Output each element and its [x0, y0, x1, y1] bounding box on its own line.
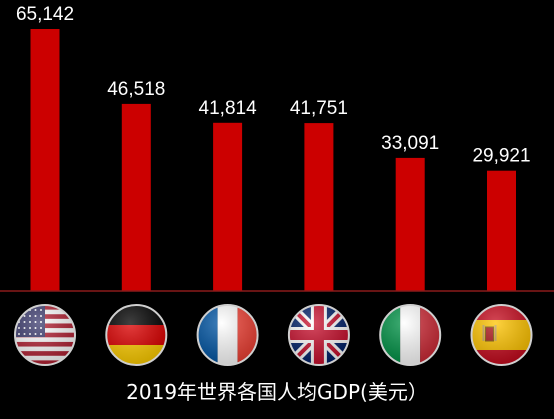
bar-spain: [487, 170, 516, 291]
uk-flag-icon: [287, 304, 350, 366]
bar-germany: [121, 103, 151, 292]
us-flag-icon: [14, 304, 76, 366]
bar-uk: [304, 123, 334, 291]
de-flag-icon: [105, 304, 168, 366]
bar-usa: [30, 29, 60, 291]
bar-france: [213, 122, 243, 291]
value-label-italy: 33,091: [381, 133, 439, 154]
it-flag-icon: [379, 304, 442, 366]
value-label-uk: 41,751: [290, 98, 348, 119]
es-flag-icon: [470, 304, 533, 366]
value-label-usa: 65,142: [16, 4, 74, 25]
value-label-france: 41,814: [199, 98, 258, 119]
bar-italy: [395, 157, 425, 291]
value-label-spain: 29,921: [472, 146, 530, 167]
fr-flag-icon: [196, 304, 259, 366]
value-label-germany: 46,518: [107, 79, 165, 100]
chart-title: 2019年世界各国人均GDP(美元）: [126, 380, 428, 404]
